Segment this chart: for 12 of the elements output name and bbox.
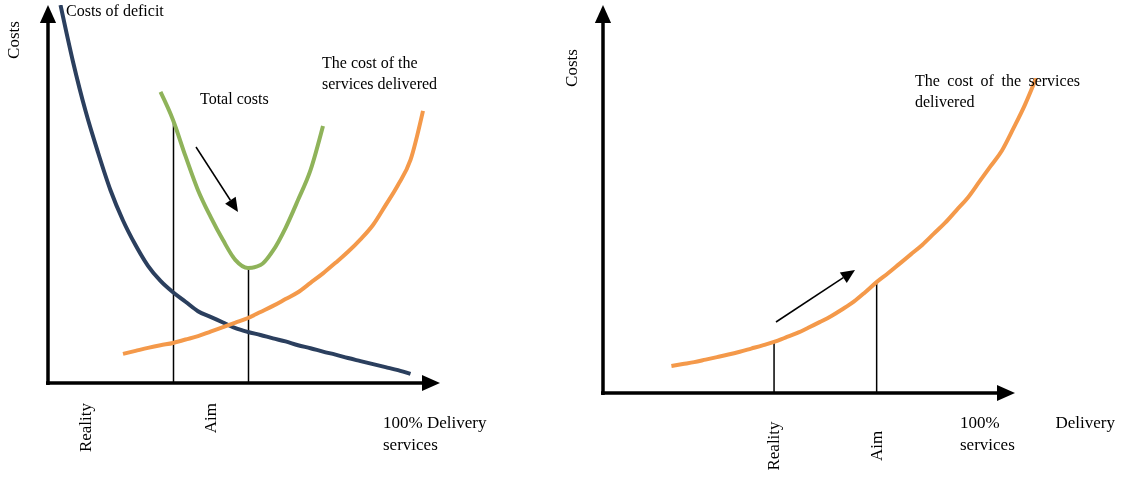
series-label: Costs of deficit bbox=[66, 1, 165, 21]
x-tick-label: Aim bbox=[200, 403, 220, 434]
series-label: The cost of the services delivered bbox=[915, 71, 1080, 112]
x-tick-label: Reality bbox=[75, 402, 95, 453]
series-label: The cost of the services delivered bbox=[322, 53, 439, 94]
y-axis-title: Costs bbox=[562, 49, 582, 87]
x-tick-label: Reality bbox=[764, 420, 783, 471]
x-axis-title: 100% Delivery services bbox=[383, 412, 488, 456]
x-axis-title: 100% Delivery services bbox=[960, 412, 1115, 456]
y-axis-title: Costs bbox=[4, 21, 24, 59]
series-label: Total costs bbox=[200, 89, 270, 109]
x-tick-label: Aim bbox=[866, 430, 886, 462]
